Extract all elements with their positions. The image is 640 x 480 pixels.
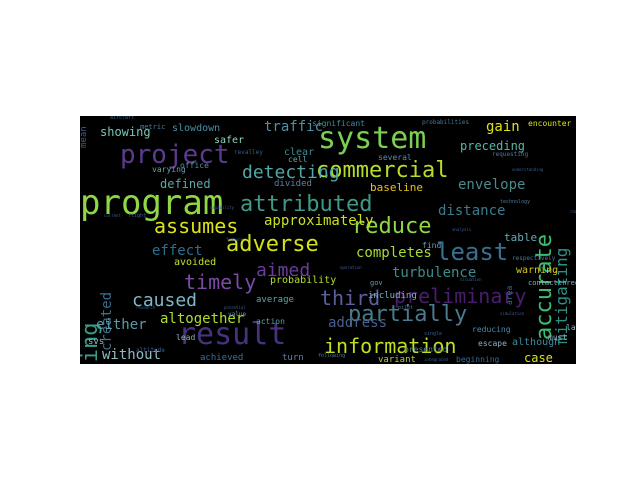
cloud-word-several: several — [378, 153, 412, 162]
cloud-word-revalley: revalley — [234, 149, 263, 156]
cloud-word-commercial: commercial — [316, 158, 449, 183]
cloud-word-requesting: requesting — [492, 151, 529, 158]
cloud-word-defined: defined — [160, 177, 211, 191]
cloud-word-warning: warning — [516, 265, 559, 276]
cloud-word-without: without — [102, 347, 162, 363]
cloud-word-achieved: achieved — [200, 353, 244, 363]
cloud-word-flight: flight — [128, 213, 147, 219]
cloud-word-larc: larc — [566, 323, 576, 332]
cloud-word-svs: svs — [88, 337, 105, 347]
cloud-word-traffic: traffic — [264, 119, 324, 135]
cloud-word-approximately: approximately — [264, 213, 374, 229]
cloud-word-third: third — [320, 286, 381, 310]
cloud-word-cell: cell — [288, 155, 308, 164]
cloud-word-attributed: attributed — [240, 192, 373, 217]
cloud-word-divided: divided — [274, 179, 312, 189]
cloud-word-reduce: reduce — [352, 214, 432, 239]
cloud-word-distance: distance — [438, 203, 506, 219]
cloud-word-including: including — [368, 291, 417, 301]
cloud-word-metric: metric — [140, 123, 166, 131]
cloud-word-effect: effect — [152, 243, 203, 259]
cloud-word-find: find — [422, 241, 442, 250]
cloud-word-showing: showing — [100, 125, 151, 139]
cloud-word-information: information — [324, 334, 457, 358]
cloud-word-preliminary: preliminary — [394, 284, 527, 308]
cloud-word-range: range — [570, 209, 576, 214]
cloud-word-envelope: envelope — [458, 177, 526, 193]
cloud-word-mean: mean — [80, 126, 89, 148]
cloud-word-probabilities: probabilities — [422, 119, 469, 126]
cloud-word-assumes: assumes — [154, 214, 239, 238]
cloud-word-caused: caused — [132, 290, 198, 311]
cloud-word-probability: probability — [270, 275, 337, 286]
cloud-word-integrated: integrated — [424, 357, 449, 362]
cloud-word-clear: clear — [284, 147, 315, 158]
cloud-word-potential: potential — [224, 305, 246, 310]
cloud-word-value: value — [228, 311, 247, 318]
cloud-word-gain: gain — [486, 119, 520, 135]
cloud-word-presented: presented — [404, 345, 448, 354]
cloud-word-pilot: pilot — [398, 305, 414, 311]
cloud-word-turn: turn — [282, 353, 304, 363]
cloud-word-lead: lead — [176, 333, 196, 342]
cloud-word-respectively: respectively — [512, 255, 556, 262]
cloud-word-contact: contact — [528, 279, 558, 287]
cloud-word-reducing: reducing — [472, 325, 511, 334]
cloud-word-average: average — [256, 295, 294, 305]
cloud-word-aimed: aimed — [256, 260, 311, 281]
cloud-word-feature: feature — [226, 237, 243, 242]
cloud-word-address: address — [328, 315, 388, 331]
cloud-word-although: although — [512, 337, 561, 348]
cloud-word-understanding: understanding — [512, 167, 544, 172]
cloud-word-escape: escape — [478, 339, 507, 348]
cloud-word-adverse: adverse — [226, 232, 319, 257]
cloud-word-slowdown: slowdown — [172, 123, 221, 134]
cloud-word-aircraft: aircraft — [110, 116, 135, 121]
cloud-word-must: must — [548, 333, 568, 342]
cloud-word-partially: partially — [348, 302, 468, 327]
cloud-word-table: table — [504, 231, 538, 244]
cloud-word-simulation: simulation — [500, 311, 525, 316]
word-cloud: program system result project attributed comm… — [80, 116, 576, 364]
cloud-word-preceding: preceding — [460, 139, 526, 153]
cloud-word-current: current — [104, 213, 121, 218]
cloud-word-timely: timely — [184, 270, 257, 294]
cloud-word-detecting: detecting — [242, 162, 340, 183]
cloud-word-three: three — [558, 279, 576, 287]
cloud-word-analysis: analysis — [452, 227, 472, 232]
cloud-word-following: following — [318, 353, 346, 359]
cloud-word-project: project — [120, 140, 230, 170]
cloud-word-action: action — [256, 317, 285, 326]
cloud-word-gov: gov — [370, 279, 383, 287]
cloud-word-system: system — [318, 121, 427, 156]
cloud-word-operation: operation — [340, 265, 362, 270]
cloud-word-situation: situation — [460, 277, 482, 282]
cloud-word-baseline: baseline — [370, 181, 423, 194]
cloud-word-technology: technology — [500, 199, 531, 205]
cloud-word-office: office — [180, 161, 209, 170]
cloud-word-research: research — [136, 305, 156, 310]
cloud-word-safer: safer — [214, 135, 245, 146]
cloud-word-altogether: altogether — [160, 311, 245, 327]
cloud-word-program: program — [80, 183, 224, 223]
cloud-word-capability: capability — [210, 205, 235, 210]
cloud-word-least: least — [436, 238, 509, 266]
cloud-word-varying: varying — [152, 165, 186, 174]
cloud-word-area: area — [505, 285, 514, 305]
cloud-word-single: single — [424, 331, 443, 337]
cloud-word-encounter: encounter — [528, 119, 572, 128]
cloud-word-case: case — [524, 351, 553, 364]
cloud-word-avoided: avoided — [174, 257, 217, 268]
cloud-word-variant: variant — [378, 355, 416, 365]
cloud-word-significant: significant — [312, 119, 365, 128]
cloud-word-altitude: altitude — [136, 347, 165, 354]
cloud-word-beginning: beginning — [456, 355, 500, 364]
cloud-word-result: result — [178, 317, 287, 352]
cloud-word-completes: completes — [356, 245, 432, 261]
cloud-word-turbulence: turbulence — [392, 265, 477, 281]
cloud-word-either: either — [96, 317, 147, 333]
